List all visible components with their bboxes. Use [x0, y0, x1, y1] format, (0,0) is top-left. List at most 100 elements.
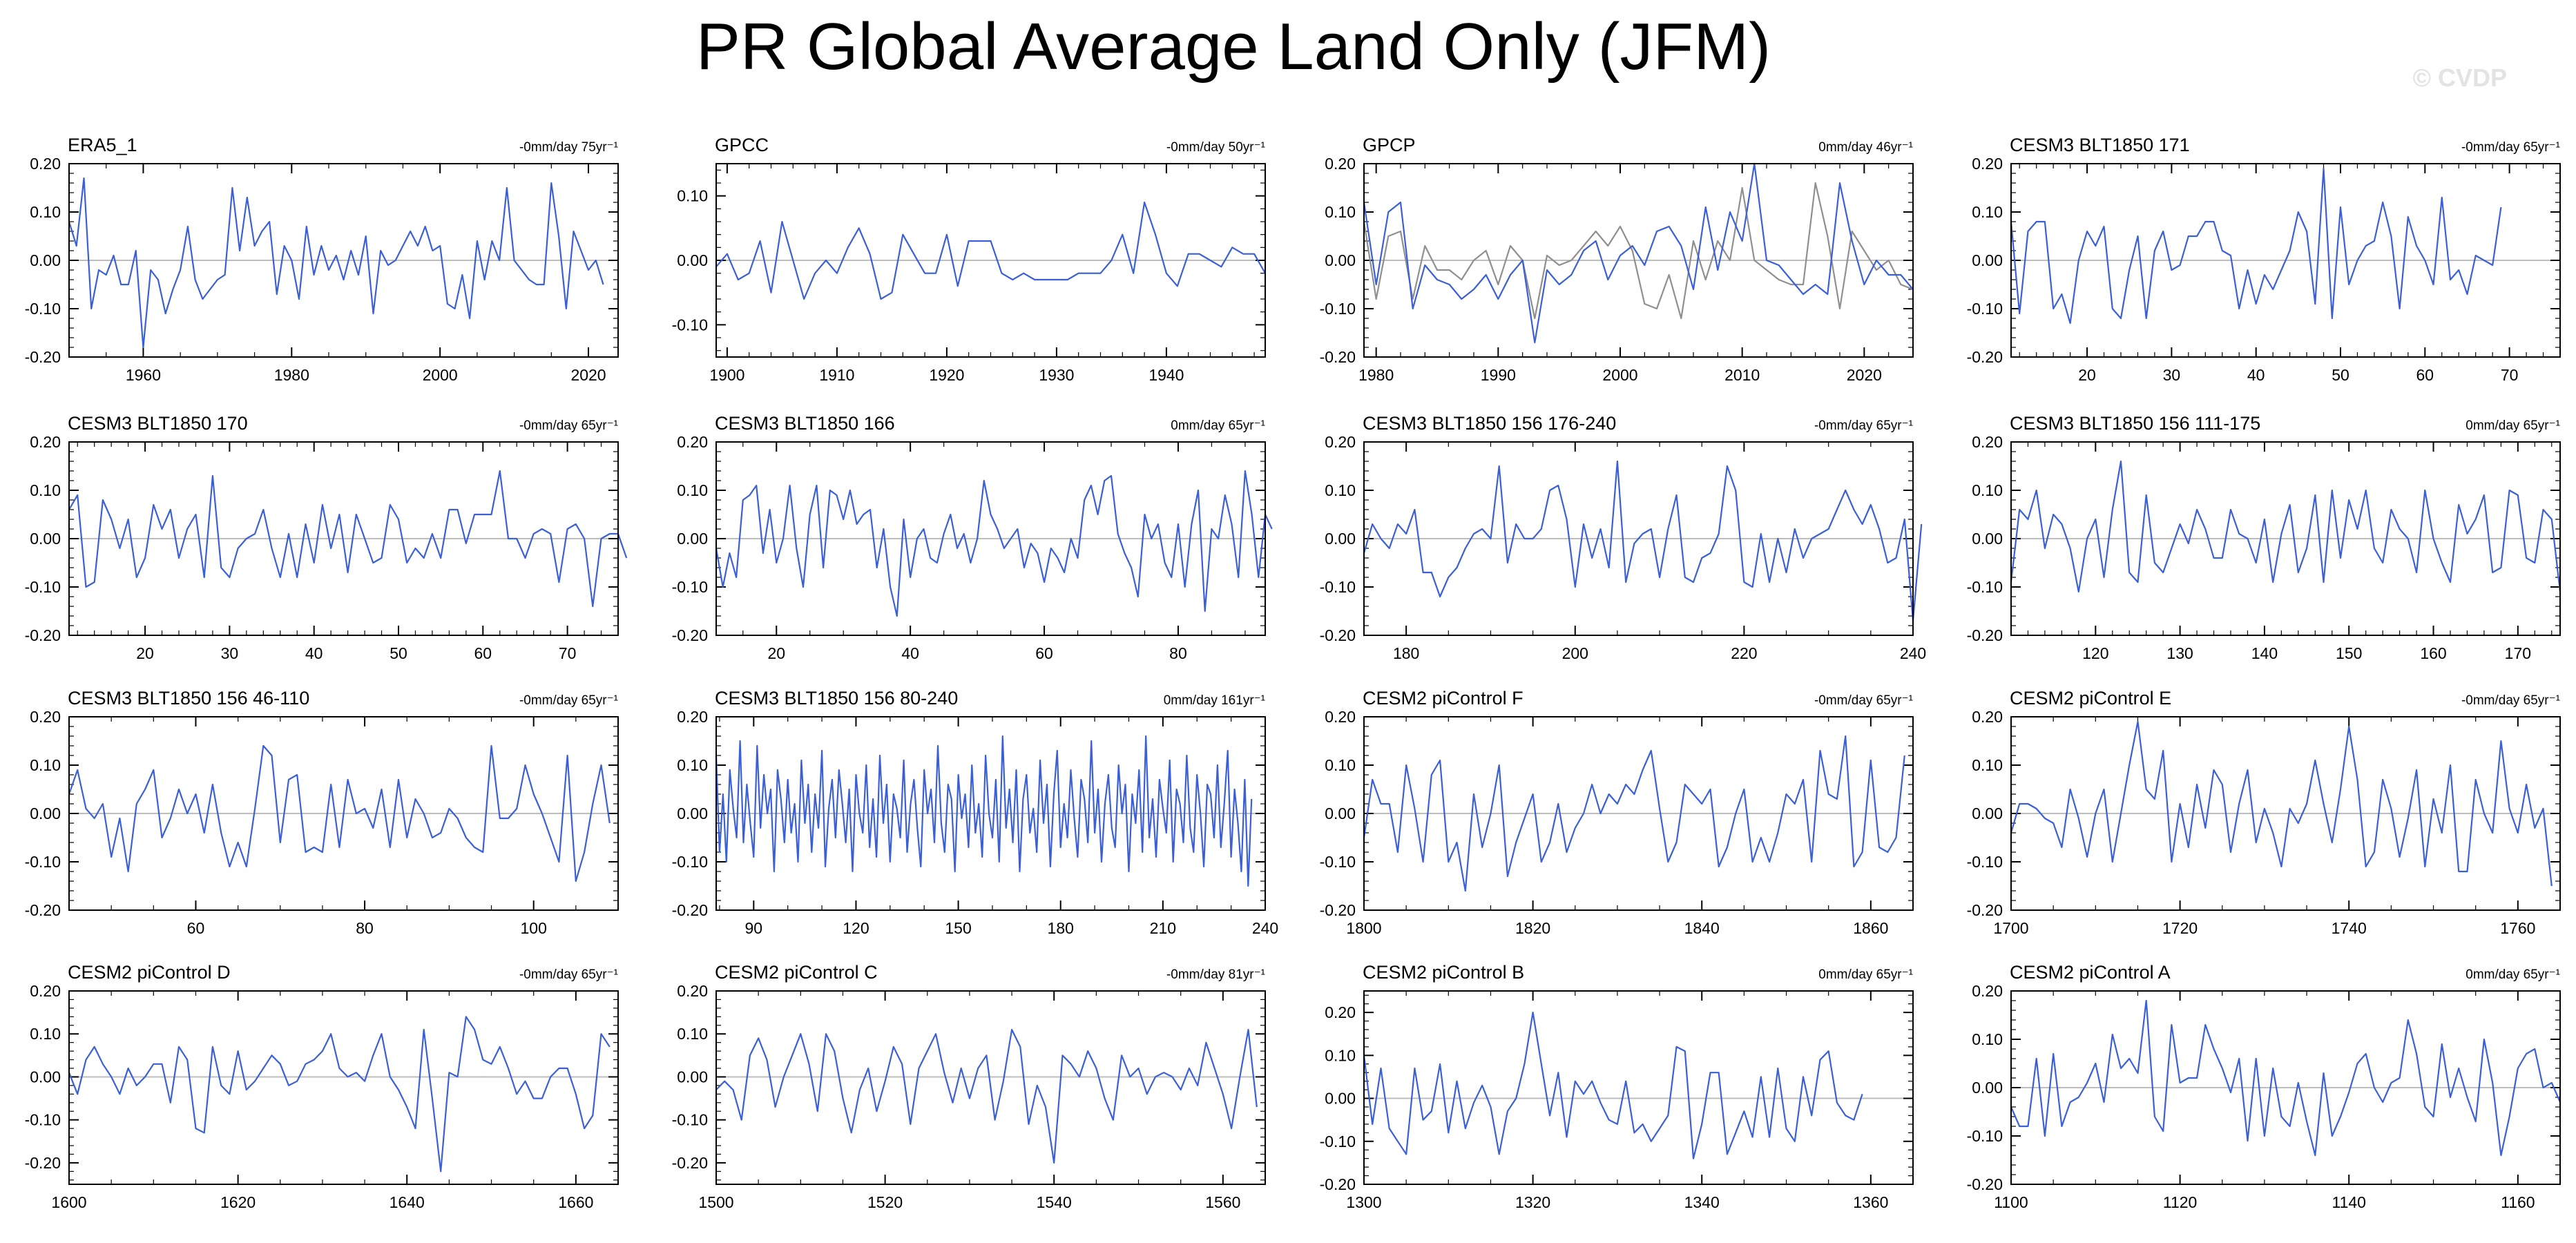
- y-tick-label: -0.10: [1320, 300, 1356, 318]
- x-tick-label: 240: [1252, 919, 1278, 937]
- series-line: [715, 1028, 1258, 1164]
- x-tick-label: 1740: [2332, 919, 2367, 937]
- panel-title: CESM2 piControl A: [2010, 962, 2171, 983]
- y-tick-label: 0.20: [30, 433, 61, 451]
- panel-trend-label: -0mm/day 75yr⁻¹: [519, 140, 618, 155]
- x-tick-label: 1300: [1346, 1193, 1381, 1211]
- cvdp-watermark: © CVDP: [2412, 64, 2507, 92]
- y-tick-label: 0.10: [677, 187, 708, 205]
- x-tick-label: 1500: [698, 1193, 733, 1211]
- y-tick-label: -0.10: [1967, 853, 2003, 871]
- series-line: [1363, 1011, 1863, 1159]
- panel-trend-label: -0mm/day 65yr⁻¹: [519, 967, 618, 982]
- y-tick-label: 0.20: [1325, 155, 1356, 173]
- figure-title: PR Global Average Land Only (JFM): [696, 10, 1771, 84]
- chart-panel: CESM2 piControl C -0mm/day 81yr⁻¹ -0.20 -0.…: [672, 962, 1266, 1211]
- y-tick-label: 0.10: [1972, 203, 2003, 221]
- y-tick-label: -0.10: [1320, 578, 1356, 596]
- x-tick-label: 1520: [867, 1193, 903, 1211]
- y-tick-label: 0.20: [30, 982, 61, 1000]
- panel-title: CESM3 BLT1850 166: [715, 413, 895, 434]
- y-tick-label: -0.20: [1320, 901, 1356, 919]
- chart-panel: CESM3 BLT1850 166 0mm/day 65yr⁻¹ -0.20 -0.1…: [672, 413, 1273, 662]
- y-tick-label: -0.20: [25, 348, 61, 366]
- panel-title: CESM2 piControl B: [1363, 962, 1524, 983]
- x-tick-label: 1140: [2332, 1193, 2365, 1211]
- x-tick-label: 1100: [1994, 1193, 2028, 1211]
- y-tick-label: 0.10: [1325, 203, 1356, 221]
- x-tick-label: 180: [1393, 644, 1419, 662]
- x-tick-label: 1900: [709, 366, 744, 384]
- y-tick-label: 0.20: [1972, 982, 2003, 1000]
- y-tick-label: 0.10: [677, 756, 708, 774]
- x-tick-label: 1940: [1148, 366, 1184, 384]
- x-tick-label: 1820: [1515, 919, 1550, 937]
- y-tick-label: 0.10: [677, 481, 708, 499]
- panel-title: CESM2 piControl F: [1363, 688, 1524, 709]
- x-tick-label: 100: [521, 919, 547, 937]
- y-tick-label: 0.20: [1325, 708, 1356, 726]
- x-tick-label: 1980: [274, 366, 309, 384]
- x-tick-label: 30: [2163, 366, 2181, 384]
- plot-frame: [715, 716, 1266, 911]
- y-tick-label: 0.00: [1325, 1090, 1356, 1108]
- x-tick-label: 1160: [2501, 1193, 2535, 1211]
- x-tick-label: 1360: [1853, 1193, 1888, 1211]
- plot-frame: [715, 990, 1266, 1185]
- y-tick-label: 0.00: [30, 251, 61, 269]
- x-tick-label: 1980: [1358, 366, 1394, 384]
- chart-panel: CESM2 piControl E -0mm/day 65yr⁻¹ -0.20 -0.…: [1967, 688, 2561, 937]
- y-tick-label: -0.10: [25, 300, 61, 318]
- x-tick-label: 60: [474, 644, 492, 662]
- y-tick-label: 0.00: [30, 1068, 61, 1086]
- series-line: [68, 1016, 611, 1173]
- plot-frame: [715, 163, 1266, 358]
- x-tick-label: 180: [1048, 919, 1074, 937]
- chart-panel: CESM2 piControl F -0mm/day 65yr⁻¹ -0.20 -0.…: [1320, 688, 1914, 937]
- panel-title: CESM2 piControl E: [2010, 688, 2171, 709]
- y-tick-label: 0.00: [30, 530, 61, 548]
- y-tick-label: -0.10: [25, 853, 61, 871]
- panel-title: GPCP: [1363, 135, 1416, 155]
- plot-frame: [68, 716, 619, 911]
- y-tick-label: -0.20: [1967, 348, 2003, 366]
- overlay-series-line: [1363, 182, 1914, 320]
- panel-title: GPCC: [715, 135, 769, 155]
- y-tick-label: 0.20: [1972, 433, 2003, 451]
- x-tick-label: 140: [2251, 644, 2278, 662]
- x-tick-label: 120: [2082, 644, 2108, 662]
- series-line: [2010, 720, 2553, 887]
- y-tick-label: 0.00: [1325, 804, 1356, 822]
- x-tick-label: 2000: [1602, 366, 1637, 384]
- y-tick-label: 0.00: [1972, 251, 2003, 269]
- y-tick-label: 0.20: [30, 708, 61, 726]
- x-tick-label: 1760: [2500, 919, 2535, 937]
- y-tick-label: 0.10: [1972, 1030, 2003, 1048]
- x-tick-label: 20: [2078, 366, 2096, 384]
- x-tick-label: 1860: [1853, 919, 1888, 937]
- panel-title: CESM2 piControl D: [68, 962, 231, 983]
- y-tick-label: -0.10: [672, 316, 708, 334]
- y-tick-label: -0.20: [1320, 626, 1356, 644]
- y-tick-label: -0.20: [1967, 901, 2003, 919]
- y-tick-label: 0.10: [1972, 481, 2003, 499]
- chart-panel: CESM2 piControl D -0mm/day 65yr⁻¹ -0.20 -0.…: [25, 962, 619, 1211]
- y-tick-label: -0.10: [1967, 1127, 2003, 1145]
- series-line: [1363, 162, 1914, 344]
- x-tick-label: 130: [2166, 644, 2193, 662]
- chart-panel: GPCC -0mm/day 50yr⁻¹ -0.10 0.00 0.10 1900 1910…: [672, 135, 1266, 384]
- plot-frame: [715, 441, 1266, 636]
- x-tick-label: 1620: [220, 1193, 256, 1211]
- series-line: [2010, 460, 2561, 593]
- x-tick-label: 150: [2336, 644, 2362, 662]
- x-tick-label: 160: [2420, 644, 2446, 662]
- y-tick-label: -0.20: [672, 901, 708, 919]
- x-tick-label: 1340: [1684, 1193, 1720, 1211]
- series-line: [715, 735, 1253, 887]
- y-tick-label: -0.20: [25, 626, 61, 644]
- y-tick-label: 0.00: [1325, 530, 1356, 548]
- chart-panel: GPCP 0mm/day 46yr⁻¹ -0.20 -0.10 0.00 0.10 0.20…: [1320, 135, 1914, 384]
- y-tick-label: 0.10: [30, 1025, 61, 1043]
- chart-panel: CESM3 BLT1850 156 111-175 0mm/day 65yr⁻¹ -…: [1967, 413, 2561, 662]
- series-line: [68, 470, 628, 608]
